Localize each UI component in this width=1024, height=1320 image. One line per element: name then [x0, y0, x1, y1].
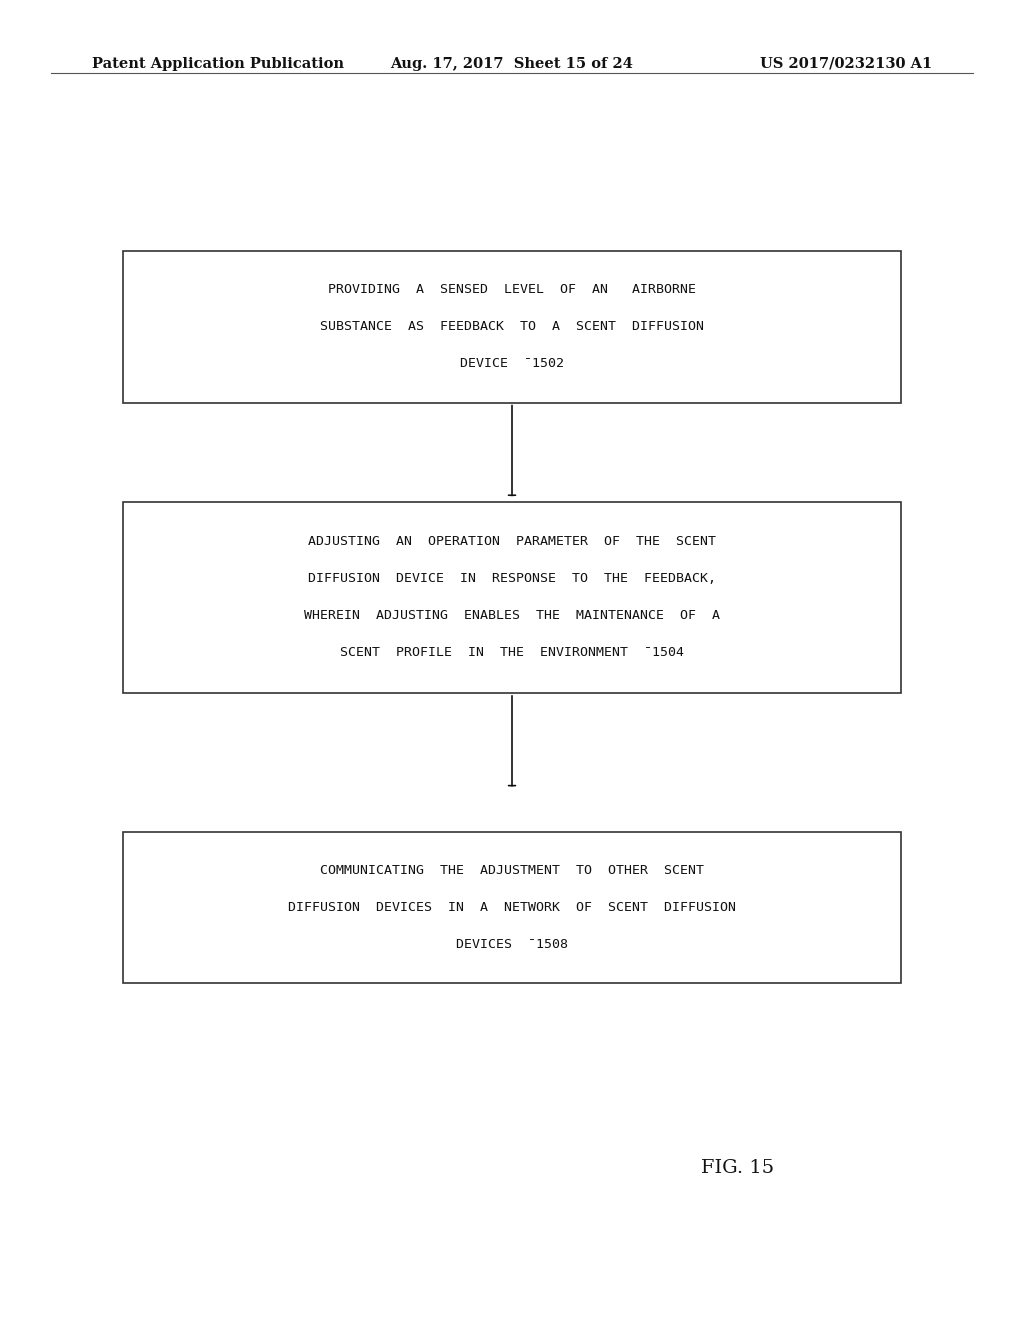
Text: ADJUSTING  AN  OPERATION  PARAMETER  OF  THE  SCENT: ADJUSTING AN OPERATION PARAMETER OF THE … — [308, 536, 716, 548]
Text: COMMUNICATING  THE  ADJUSTMENT  TO  OTHER  SCENT: COMMUNICATING THE ADJUSTMENT TO OTHER SC… — [319, 865, 705, 876]
Text: DIFFUSION  DEVICE  IN  RESPONSE  TO  THE  FEEDBACK,: DIFFUSION DEVICE IN RESPONSE TO THE FEED… — [308, 573, 716, 585]
Text: SUBSTANCE  AS  FEEDBACK  TO  A  SCENT  DIFFUSION: SUBSTANCE AS FEEDBACK TO A SCENT DIFFUSI… — [319, 321, 705, 333]
Text: WHEREIN  ADJUSTING  ENABLES  THE  MAINTENANCE  OF  A: WHEREIN ADJUSTING ENABLES THE MAINTENANC… — [304, 610, 720, 622]
Text: FIG. 15: FIG. 15 — [700, 1159, 774, 1177]
Text: PROVIDING  A  SENSED  LEVEL  OF  AN   AIRBORNE: PROVIDING A SENSED LEVEL OF AN AIRBORNE — [328, 284, 696, 296]
Text: DEVICES  ¯1508: DEVICES ¯1508 — [456, 939, 568, 950]
Text: SCENT  PROFILE  IN  THE  ENVIRONMENT  ¯1504: SCENT PROFILE IN THE ENVIRONMENT ¯1504 — [340, 647, 684, 659]
Text: US 2017/0232130 A1: US 2017/0232130 A1 — [760, 57, 932, 71]
Text: Aug. 17, 2017  Sheet 15 of 24: Aug. 17, 2017 Sheet 15 of 24 — [390, 57, 634, 71]
Text: DIFFUSION  DEVICES  IN  A  NETWORK  OF  SCENT  DIFFUSION: DIFFUSION DEVICES IN A NETWORK OF SCENT … — [288, 902, 736, 913]
Text: DEVICE  ¯1502: DEVICE ¯1502 — [460, 358, 564, 370]
FancyBboxPatch shape — [123, 502, 901, 693]
Text: Patent Application Publication: Patent Application Publication — [92, 57, 344, 71]
FancyBboxPatch shape — [123, 832, 901, 983]
FancyBboxPatch shape — [123, 251, 901, 403]
